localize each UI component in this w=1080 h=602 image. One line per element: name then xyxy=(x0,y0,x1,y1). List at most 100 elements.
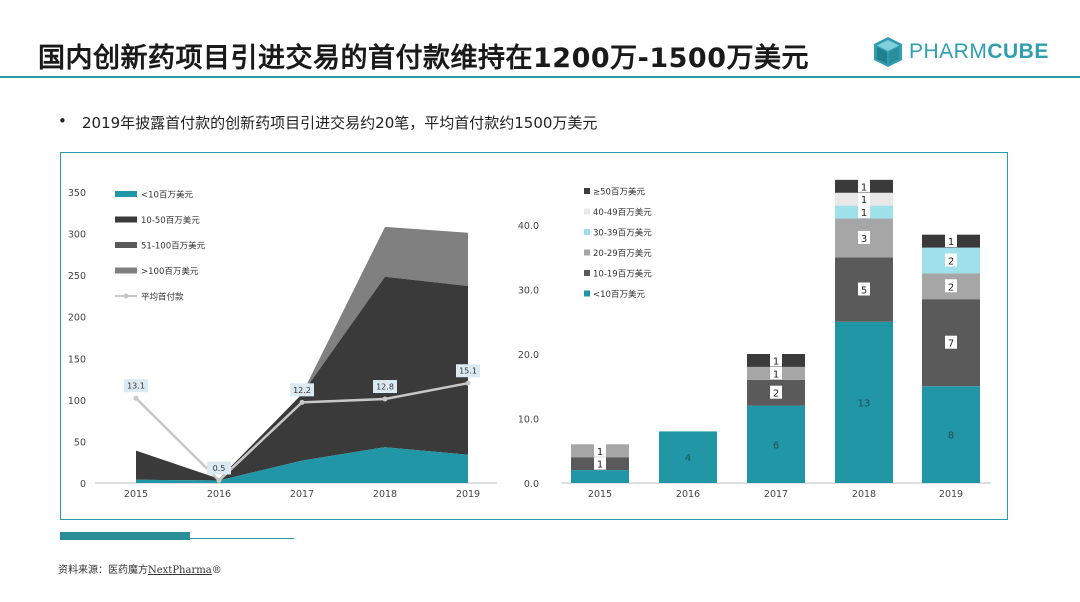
bar-data-label: 1 xyxy=(773,369,779,380)
bar-data-label: 1 xyxy=(861,195,867,206)
bar-data-label: 1 xyxy=(861,208,867,219)
bar-legend-label: <10百万美元 xyxy=(593,289,645,300)
average-payment-point xyxy=(382,396,388,402)
bar-segment xyxy=(922,386,980,483)
area-legend-label: 10-50百万美元 xyxy=(141,215,200,226)
logo-text: PHARMCUBE xyxy=(909,40,1049,63)
title-divider xyxy=(0,76,1080,78)
bullet-point: • 2019年披露首付款的创新药项目引进交易约20笔，平均首付款约1500万美元 xyxy=(58,112,598,132)
area-y-tick-label: 250 xyxy=(68,271,86,282)
area-x-tick-label: 2019 xyxy=(456,489,480,500)
area-x-tick-label: 2017 xyxy=(290,489,314,500)
bar-legend-swatch xyxy=(584,188,590,194)
bar-legend-label: 20-29百万美元 xyxy=(593,248,652,259)
bar-legend-label: ≥50百万美元 xyxy=(593,187,645,198)
area-y-tick-label: 100 xyxy=(68,396,86,407)
area-legend-swatch xyxy=(115,191,137,197)
line-legend-label: 平均首付款 xyxy=(141,292,184,303)
bar-data-label: 7 xyxy=(948,339,954,350)
bar-data-label: 8 xyxy=(948,431,954,442)
bar-data-label: 13 xyxy=(858,398,871,409)
bar-data-label: 1 xyxy=(597,460,603,471)
line-data-label: 15.1 xyxy=(459,367,477,376)
bar-legend-label: 40-49百万美元 xyxy=(593,207,652,218)
bar-legend-swatch xyxy=(584,249,590,256)
line-label-box xyxy=(124,379,148,393)
source-note: 资料来源：医药魔方NextPharma® xyxy=(58,565,222,576)
bar-label-box xyxy=(594,443,606,457)
chart-panel: 0 50 100 150 200 250 300 350 2015 2016 2017 2018 201… xyxy=(60,152,1008,520)
average-payment-point xyxy=(133,395,139,401)
bar-data-label: 3 xyxy=(861,234,867,245)
bar-data-label: 2 xyxy=(948,256,954,267)
bar-data-label: 2 xyxy=(773,389,779,400)
bar-data-label: 1 xyxy=(861,182,867,193)
line-legend-marker xyxy=(123,293,129,299)
bar-y-tick-label: 20.0 xyxy=(518,350,539,361)
bar-data-label: 4 xyxy=(685,453,691,464)
bar-y-tick-label: 0.0 xyxy=(524,479,539,490)
area-legend-swatch xyxy=(115,216,137,223)
bar-x-tick-label: 2016 xyxy=(676,489,700,500)
area-y-tick-label: 150 xyxy=(68,354,86,365)
bar-label-box xyxy=(770,385,782,399)
bar-x-tick-label: 2019 xyxy=(939,489,963,500)
area-y-tick-label: 0 xyxy=(80,479,86,490)
bar-label-box xyxy=(770,353,782,367)
area-x-tick-label: 2016 xyxy=(207,489,231,500)
line-label-box xyxy=(373,380,397,394)
bar-data-label: 2 xyxy=(948,282,954,293)
line-data-label: 0.5 xyxy=(213,464,226,473)
bar-label-box xyxy=(858,230,870,244)
bar-data-label: 1 xyxy=(773,356,779,367)
bar-label-box xyxy=(858,205,870,219)
line-label-box xyxy=(207,461,231,475)
area-series-3 xyxy=(136,226,468,479)
bullet-text: 2019年披露首付款的创新药项目引进交易约20笔，平均首付款约1500万美元 xyxy=(82,114,598,132)
bar-segment xyxy=(571,470,629,483)
area-series-0 xyxy=(136,447,468,483)
bar-label-box xyxy=(770,366,782,380)
line-data-label: 12.2 xyxy=(293,386,311,395)
bar-data-label: 5 xyxy=(861,286,867,297)
average-payment-point xyxy=(465,380,471,386)
area-legend-swatch xyxy=(115,242,137,248)
area-y-tick-label: 50 xyxy=(74,437,86,448)
area-legend-label: <10百万美元 xyxy=(141,190,193,201)
bar-label-box xyxy=(945,253,957,267)
bar-y-tick-label: 30.0 xyxy=(518,286,539,297)
bar-data-label: 6 xyxy=(773,440,779,451)
bar-label-box xyxy=(945,335,957,349)
line-label-box xyxy=(456,364,480,378)
average-payment-point xyxy=(299,399,305,405)
footer-accent-bar xyxy=(60,532,190,540)
cube-logo-icon xyxy=(874,37,902,67)
bar-legend-swatch xyxy=(584,270,590,276)
bar-legend-swatch xyxy=(584,290,590,297)
bar-y-tick-label: 40.0 xyxy=(518,221,539,232)
line-label-box xyxy=(290,383,314,397)
bar-label-box xyxy=(858,282,870,296)
bar-segment xyxy=(659,431,717,483)
area-x-tick-label: 2015 xyxy=(124,489,148,500)
bar-data-label: 1 xyxy=(948,237,954,248)
bar-data-label: 1 xyxy=(597,447,603,458)
area-x-tick-label: 2018 xyxy=(373,489,397,500)
line-data-label: 13.1 xyxy=(127,382,145,391)
bar-label-box xyxy=(945,279,957,293)
average-payment-point xyxy=(216,478,222,484)
bar-legend-label: 30-39百万美元 xyxy=(593,228,652,239)
bar-y-tick-label: 10.0 xyxy=(518,415,539,426)
bar-label-box xyxy=(858,192,870,206)
area-y-tick-label: 300 xyxy=(68,230,86,241)
area-y-tick-label: 200 xyxy=(68,313,86,324)
bar-x-tick-label: 2015 xyxy=(588,489,612,500)
page-title: 国内创新药项目引进交易的首付款维持在1200万-1500万美元 xyxy=(38,43,809,74)
bar-x-tick-label: 2017 xyxy=(764,489,788,500)
bar-label-box xyxy=(858,179,870,193)
area-legend-label: >100百万美元 xyxy=(141,266,199,277)
pharmcube-logo: PHARMCUBE xyxy=(873,36,1049,68)
bar-legend-swatch xyxy=(584,229,590,235)
area-series-1 xyxy=(136,276,468,481)
line-data-label: 12.8 xyxy=(376,383,394,392)
